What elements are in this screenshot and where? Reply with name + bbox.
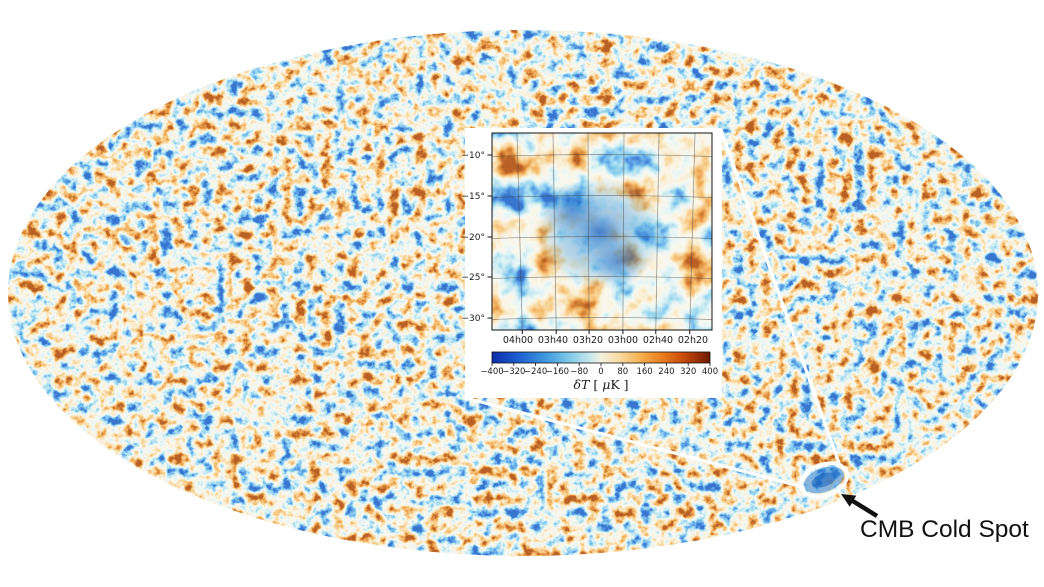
colorbar-title-open: [ <box>589 377 602 392</box>
colorbar-tick-label: 240 <box>658 367 674 377</box>
x-tick-label: 02h20 <box>678 335 708 346</box>
inset-x-tick-labels: 04h00 03h40 03h20 03h00 02h40 02h20 <box>503 335 708 346</box>
x-tick-label: 04h00 <box>503 335 533 346</box>
colorbar-title-close: K ] <box>610 377 628 392</box>
colorbar-title: δT [ μK ] <box>573 377 628 392</box>
y-tick-label: −30° <box>462 314 486 324</box>
cold-spot-tint <box>803 466 845 494</box>
colorbar-tick-labels: −400 −320 −240 −160 −80 0 80 160 240 320… <box>480 367 718 377</box>
colorbar-tick-label: 80 <box>617 367 628 377</box>
y-tick-label: −10° <box>462 151 486 161</box>
x-tick-label: 03h20 <box>573 335 603 346</box>
y-tick-label: −15° <box>462 192 486 202</box>
colorbar-tick-label: −400 <box>480 367 503 377</box>
inset-grid <box>492 133 712 330</box>
colorbar: −400 −320 −240 −160 −80 0 80 160 240 320… <box>480 351 718 392</box>
cold-spot-arrow-head <box>841 494 857 507</box>
y-tick-label: −25° <box>462 273 486 283</box>
y-tick-label: −20° <box>462 233 486 243</box>
callout-line-right <box>719 128 842 468</box>
colorbar-title-delta: δT <box>573 377 591 392</box>
colorbar-tick-label: 0 <box>598 367 603 377</box>
inset-y-tick-labels: −10° −15° −20° −25° −30° <box>462 151 486 324</box>
cold-spot-annotation: CMB Cold Spot <box>841 494 1029 543</box>
cold-spot-ellipse-outline <box>799 461 849 499</box>
colorbar-tick-label: 160 <box>636 367 652 377</box>
x-tick-label: 02h40 <box>643 335 673 346</box>
colorbar-tick-label: 400 <box>702 367 718 377</box>
cold-spot-label: CMB Cold Spot <box>860 516 1029 543</box>
inset-cold-spot-blobs <box>536 177 664 289</box>
inset-panel: −10° −15° −20° −25° −30° 04h00 03h40 03h… <box>462 128 722 398</box>
colorbar-title-mu: μ <box>602 377 610 392</box>
x-tick-label: 03h00 <box>608 335 638 346</box>
inset-y-axis <box>487 154 492 319</box>
colorbar-tick-label: 320 <box>680 367 696 377</box>
colorbar-tick-label: −240 <box>524 367 547 377</box>
inset-map-border <box>491 132 713 331</box>
inset-map <box>491 132 713 331</box>
colorbar-tick-label: −320 <box>502 367 525 377</box>
x-tick-label: 03h40 <box>538 335 568 346</box>
callout-line-left <box>464 396 805 489</box>
colorbar-gradient <box>491 351 711 364</box>
colorbar-tick-label: −160 <box>546 367 569 377</box>
colorbar-ticks <box>491 363 711 366</box>
colorbar-tick-label: −80 <box>570 367 588 377</box>
cold-spot-arrow-shaft <box>850 498 879 518</box>
inset-x-axis <box>521 330 691 334</box>
